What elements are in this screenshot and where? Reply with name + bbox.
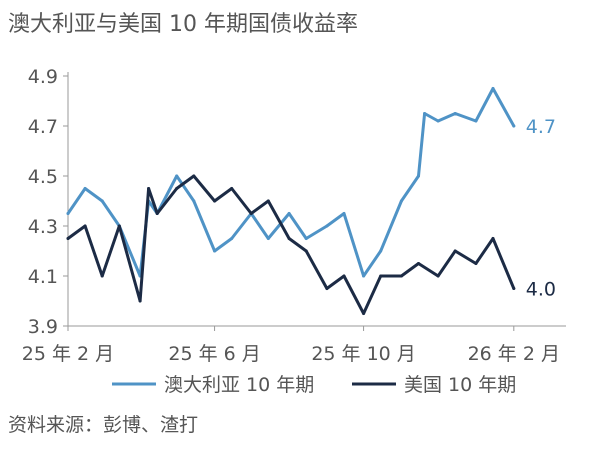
- y-tick-label: 4.1: [28, 266, 58, 288]
- data-point: [213, 249, 217, 253]
- data-point: [474, 119, 478, 123]
- data-point: [66, 237, 70, 240]
- data-point: [512, 287, 516, 290]
- data-point: [192, 199, 196, 203]
- data-point: [453, 249, 457, 253]
- data-point: [399, 274, 403, 278]
- data-point: [138, 299, 142, 303]
- x-tick-label: 26 年 2 月: [468, 343, 560, 365]
- y-tick-label: 4.5: [28, 166, 58, 188]
- data-point: [379, 274, 383, 278]
- data-point: [66, 212, 70, 215]
- series-line-us: [66, 174, 516, 315]
- legend: 澳大利亚 10 年期 美国 10 年期: [112, 374, 516, 396]
- data-point: [266, 199, 270, 203]
- chart-title: 澳大利亚与美国 10 年期国债收益率: [8, 12, 358, 37]
- data-point: [453, 112, 457, 115]
- source-note: 资料来源：彭博、渣打: [8, 414, 199, 436]
- x-tick-label: 25 年 2 月: [22, 343, 114, 365]
- x-tick-label: 25 年 6 月: [168, 343, 260, 365]
- series-line-australia: [66, 87, 516, 278]
- data-point: [491, 87, 495, 90]
- data-point: [266, 237, 270, 240]
- data-point: [304, 237, 308, 240]
- data-point: [436, 274, 440, 278]
- data-point: [155, 212, 159, 215]
- data-point: [83, 187, 87, 190]
- data-point: [325, 287, 329, 290]
- data-point: [423, 112, 427, 115]
- data-point: [436, 119, 440, 123]
- data-point: [230, 237, 234, 240]
- end-labels: 4.7 4.0: [526, 116, 556, 301]
- data-point: [175, 187, 179, 190]
- y-tick-label: 4.9: [28, 66, 58, 88]
- data-point: [362, 274, 366, 278]
- data-point: [417, 174, 420, 178]
- data-point: [512, 124, 516, 128]
- data-point: [249, 212, 253, 215]
- data-point: [474, 262, 478, 265]
- data-point: [147, 187, 151, 190]
- data-point: [192, 174, 196, 178]
- axes: 3.9 4.1 4.3 4.5 4.7 4.9 25 年 2 月 25 年 6 月 25 年 1…: [22, 66, 566, 365]
- data-point: [325, 224, 329, 228]
- data-point: [83, 224, 87, 228]
- data-point: [230, 187, 234, 190]
- data-point: [362, 312, 366, 315]
- x-tick-label: 25 年 10 月: [311, 343, 415, 365]
- data-point: [417, 262, 420, 265]
- data-point: [342, 274, 346, 278]
- data-point: [175, 174, 179, 178]
- data-point: [117, 224, 121, 228]
- y-tick-label: 3.9: [28, 316, 58, 338]
- data-point: [304, 249, 308, 253]
- legend-label: 澳大利亚 10 年期: [164, 374, 314, 396]
- data-point: [100, 274, 104, 278]
- end-value-label: 4.7: [526, 116, 556, 138]
- legend-label: 美国 10 年期: [404, 374, 516, 396]
- data-point: [100, 199, 104, 203]
- data-point: [342, 212, 346, 215]
- data-point: [399, 199, 403, 203]
- end-value-label: 4.0: [526, 279, 556, 301]
- y-tick-label: 4.7: [28, 116, 58, 138]
- data-point: [287, 237, 291, 240]
- data-point: [491, 237, 495, 240]
- y-tick-label: 4.3: [28, 216, 58, 238]
- data-point: [379, 249, 383, 253]
- data-point: [213, 199, 217, 203]
- data-point: [287, 212, 291, 215]
- series-lines: [66, 87, 516, 315]
